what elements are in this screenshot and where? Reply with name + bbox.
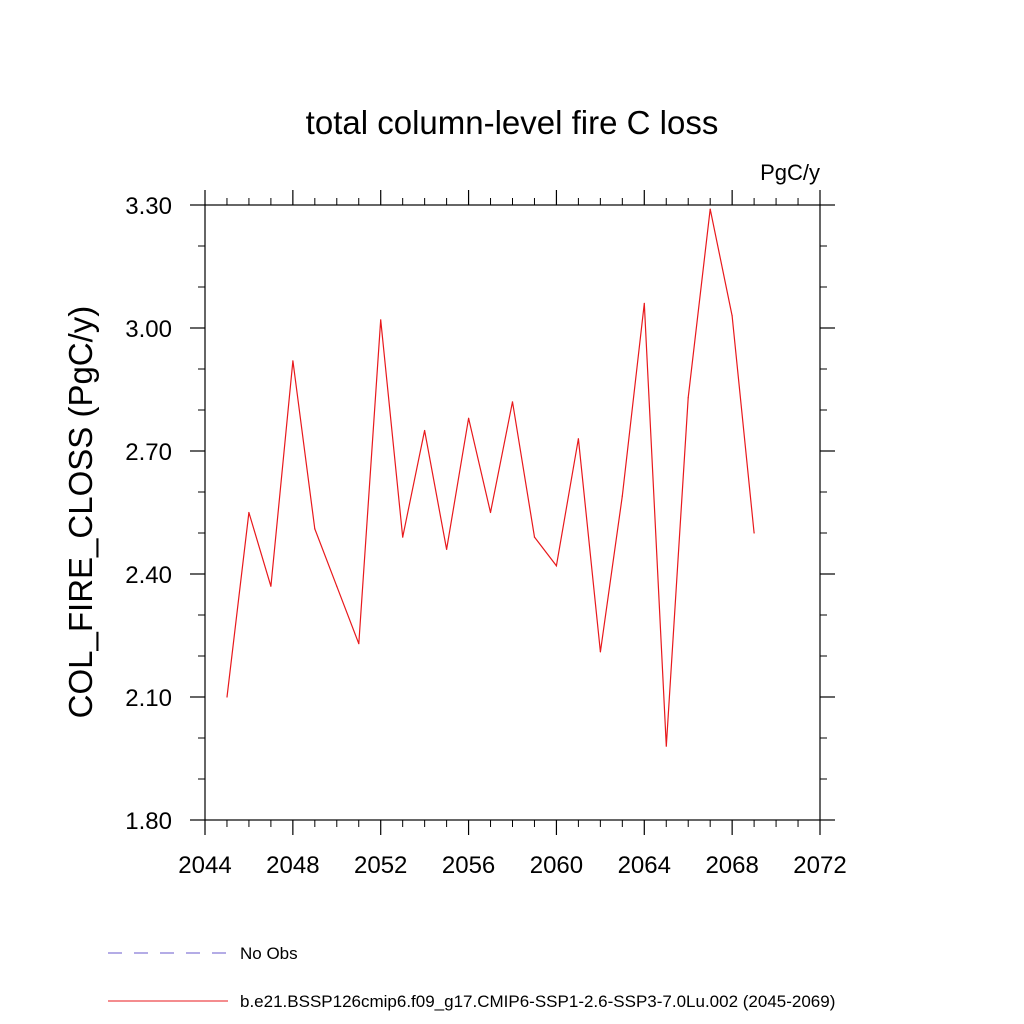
series-line [226,208,755,747]
data-point [314,528,316,530]
x-tick-label: 2064 [618,852,671,879]
axis-ticks: 2044 2048 2052 2056 2060 2064 2068 2072 1.80 2.10… [125,190,847,879]
data-point [226,696,228,698]
units-label: PgC/y [760,160,820,185]
data-point [380,319,382,321]
data-point [709,208,711,210]
data-point [731,315,733,317]
data-point [577,438,580,440]
x-tick-label: 2056 [442,852,495,879]
legend-label-no-obs: No Obs [240,944,298,963]
data-point [533,536,536,538]
y-tick-label: 2.10 [125,685,172,712]
data-point [424,429,426,432]
x-tick-label: 2052 [354,852,407,879]
data-point [489,511,492,514]
y-tick-label: 1.80 [125,808,172,835]
y-tick-label: 2.40 [125,562,172,589]
plot-frame [204,204,821,821]
y-tick-label: 2.70 [125,439,172,466]
x-tick-label: 2072 [793,852,846,879]
data-point [336,585,338,587]
series-layer [226,208,755,747]
data-point [248,511,250,514]
data-point [270,585,272,587]
legend-label-model-run: b.e21.BSSP126cmip6.f09_g17.CMIP6-SSP1-2.… [240,992,835,1011]
data-point [621,495,623,497]
data-point [511,401,514,403]
data-point [292,360,294,362]
data-point [665,745,667,747]
y-tick-label: 3.30 [125,193,172,220]
data-point [446,548,448,551]
x-tick-label: 2068 [705,852,758,879]
data-point [555,565,558,567]
x-tick-label: 2060 [530,852,583,879]
x-tick-label: 2044 [178,852,231,879]
data-point [753,532,755,534]
data-point [643,302,645,304]
data-point [358,643,360,645]
y-axis-label: COL_FIRE_CLOSS (PgC/y) [62,306,99,719]
data-point [687,397,689,399]
data-point [599,651,602,653]
chart-title: total column-level fire C loss [306,104,719,141]
data-point [402,536,404,538]
y-tick-label: 3.00 [125,316,172,343]
x-tick-label: 2048 [266,852,319,879]
data-point [468,417,470,419]
legend: No Obs b.e21.BSSP126cmip6.f09_g17.CMIP6-… [108,944,835,1011]
